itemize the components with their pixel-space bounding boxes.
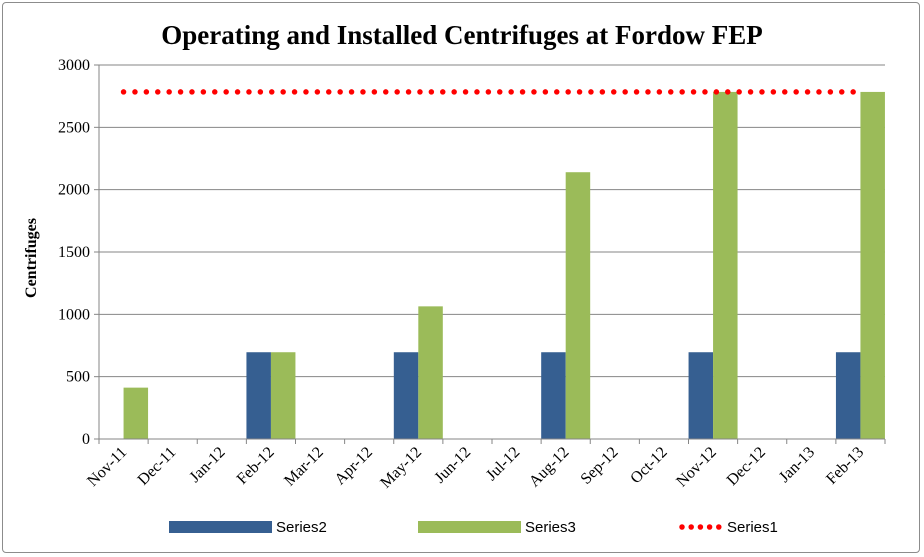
x-tick-label: Dec-12 — [724, 444, 769, 489]
chart-title: Operating and Installed Centrifuges at F… — [161, 20, 763, 50]
y-tick-label: 2500 — [58, 119, 90, 136]
x-tick-label: Sep-12 — [578, 444, 622, 488]
series3-bar — [123, 387, 149, 439]
series3-bar — [713, 91, 738, 439]
series2-bar — [393, 352, 419, 439]
x-tick-label: Jan-12 — [186, 444, 228, 486]
y-tick-label: 1000 — [58, 306, 90, 323]
series3-bar — [565, 172, 591, 440]
x-tick-label: Jun-12 — [431, 444, 474, 487]
y-tick-labels: 0 500 1000 1500 2000 2500 3000 — [58, 57, 90, 448]
x-tick-label: Apr-12 — [332, 444, 376, 488]
y-tick-label: 3000 — [58, 57, 90, 74]
x-tick-label: Feb-12 — [234, 444, 278, 488]
y-tick-label: 2000 — [58, 182, 90, 199]
bars — [123, 91, 885, 440]
y-tick-label: 1500 — [58, 244, 90, 261]
gridlines — [99, 64, 885, 378]
y-tick-label: 0 — [82, 431, 90, 448]
series2-bar — [835, 352, 861, 439]
x-tick-label: Jul-12 — [483, 444, 523, 484]
y-axis-label: Centrifuges — [23, 218, 40, 298]
x-tick-label: Jan-13 — [776, 444, 818, 486]
series2-bar — [688, 352, 714, 439]
series3-legend-label: Series3 — [525, 519, 576, 536]
x-tick-label: Feb-13 — [823, 444, 867, 488]
x-tick-label: Nov-11 — [84, 444, 130, 490]
series2-bar — [246, 352, 271, 439]
x-tick-label: Aug-12 — [526, 444, 573, 491]
series3-legend-swatch — [418, 521, 521, 533]
series3-bar — [270, 352, 296, 439]
legend: Series2 Series3 Series1 — [169, 519, 778, 536]
series3-bar — [860, 91, 885, 439]
x-tick-labels: Nov-11 Dec-11 Jan-12 Feb-12 Mar-12 Apr-12 May-… — [84, 444, 867, 492]
x-tick-label: Oct-12 — [627, 444, 670, 487]
x-tick-label: Nov-12 — [673, 444, 720, 491]
series2-legend-swatch — [169, 521, 272, 533]
series2-legend-label: Series2 — [276, 519, 327, 536]
series2-bar — [541, 352, 566, 439]
axes — [94, 64, 886, 444]
x-tick-label: Dec-11 — [135, 444, 180, 489]
x-tick-label: Mar-12 — [281, 444, 327, 490]
series1-legend-label: Series1 — [727, 519, 778, 536]
series3-bar — [418, 306, 443, 439]
x-tick-label: May-12 — [377, 444, 425, 492]
y-tick-label: 500 — [66, 369, 90, 386]
